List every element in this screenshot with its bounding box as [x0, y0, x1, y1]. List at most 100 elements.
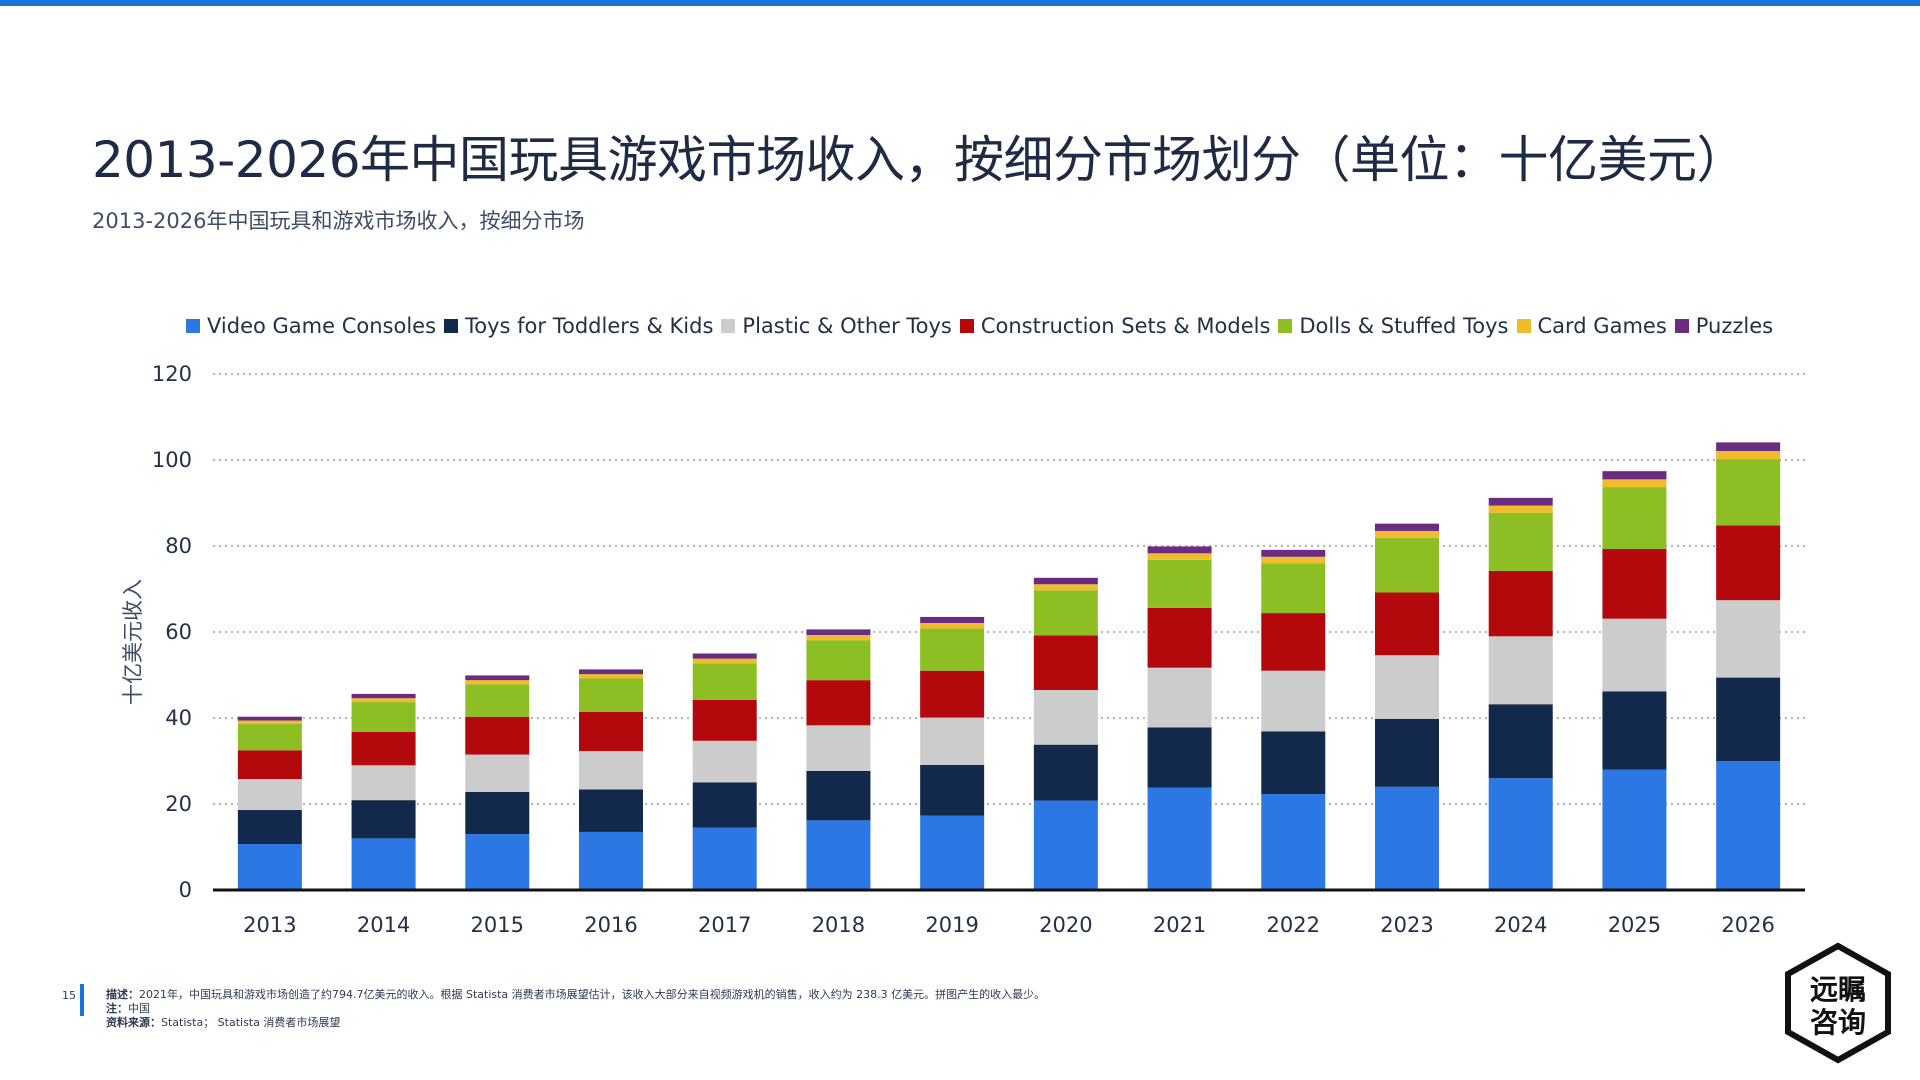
legend-entry: Plastic & Other Toys: [721, 314, 952, 338]
bar-segment: [465, 684, 530, 717]
bar-segment: [692, 699, 757, 741]
bar-segment: [1375, 523, 1439, 531]
bar-segment: [1716, 442, 1781, 451]
bar-segment: [579, 669, 643, 675]
bar-segment: [1261, 731, 1326, 795]
bar-segment: [1261, 556, 1326, 564]
bar-segment: [1033, 690, 1098, 745]
bar-segment: [351, 698, 416, 703]
bar-segment: [351, 693, 416, 699]
bar-segment: [1375, 592, 1439, 656]
bar-segment: [579, 678, 643, 712]
page-title: 2013-2026年中国玩具游戏市场收入，按细分市场划分（单位：十亿美元）: [92, 131, 1747, 189]
bar-segment: [579, 711, 643, 752]
bar-segment: [1147, 667, 1212, 728]
bar-segment: [920, 717, 985, 765]
x-tick-label: 2023: [1380, 913, 1433, 937]
y-tick-label: 40: [165, 706, 192, 730]
x-tick-label: 2016: [584, 913, 637, 937]
y-tick-label: 100: [152, 448, 192, 472]
bar-segment: [806, 820, 871, 890]
bar-segment: [1488, 704, 1553, 779]
x-tick-label: 2024: [1494, 913, 1547, 937]
x-tick-label: 2020: [1039, 913, 1092, 937]
legend-label: Dolls & Stuffed Toys: [1299, 314, 1509, 338]
x-tick-label: 2013: [243, 913, 296, 937]
logo-line2: 咨询: [1810, 1006, 1866, 1039]
legend-entry: Toys for Toddlers & Kids: [444, 314, 713, 338]
x-tick-label: 2015: [471, 913, 524, 937]
legend-label: Video Game Consoles: [207, 314, 437, 338]
bar-segment: [351, 765, 416, 801]
bar-segment: [692, 653, 757, 659]
bar-segment: [1375, 537, 1439, 593]
bar-segment: [1375, 530, 1439, 538]
bar-segment: [237, 720, 302, 725]
bar-segment: [920, 764, 985, 816]
bar-segment: [1033, 590, 1098, 636]
desc-label: 描述：: [106, 988, 139, 1001]
source-label: 资料来源：: [106, 1016, 161, 1029]
legend-label: Card Games: [1537, 314, 1667, 338]
bar-segment: [806, 635, 871, 641]
x-tick-label: 2022: [1267, 913, 1320, 937]
legend-swatch: [1674, 319, 1689, 333]
bar-segment: [1375, 718, 1439, 787]
bar-segment: [1147, 787, 1212, 890]
bar-segment: [806, 725, 871, 771]
bar-segment: [1488, 570, 1553, 637]
bar-segment: [237, 716, 302, 721]
x-tick-label: 2026: [1721, 913, 1774, 937]
bar-segment: [1488, 636, 1553, 705]
bar-segment: [579, 751, 643, 790]
bar-segment: [1261, 794, 1326, 890]
bar-segment: [1716, 761, 1781, 890]
y-tick-label: 120: [152, 362, 192, 386]
source-text: Statista； Statista 消费者市场展望: [161, 1016, 341, 1029]
bar-segment: [1033, 584, 1098, 591]
bar-segment: [1602, 618, 1667, 692]
x-tick-label: 2021: [1153, 913, 1206, 937]
legend-swatch: [1278, 319, 1293, 333]
bar-segment: [1602, 471, 1667, 480]
bar-segment: [1488, 778, 1553, 890]
note-label: 注：: [106, 1002, 128, 1015]
bar-segment: [1716, 677, 1781, 761]
legend-swatch: [186, 319, 200, 333]
bar-segment: [579, 674, 643, 679]
page-number-bar: [80, 984, 84, 1016]
bar-segment: [1375, 655, 1439, 719]
bar-segment: [1602, 691, 1667, 770]
bar-segment: [579, 831, 643, 890]
logo-line1: 远瞩: [1810, 973, 1866, 1006]
legend-swatch: [959, 319, 974, 333]
bar-segment: [465, 680, 530, 685]
bar-segment: [1716, 459, 1781, 526]
company-logo: 远瞩 咨询: [1785, 942, 1891, 1064]
bar-segment: [1488, 512, 1553, 571]
bar-segment: [1261, 563, 1326, 614]
bar-segment: [1033, 800, 1098, 890]
bar-segment: [692, 782, 757, 828]
bar-segment: [351, 702, 416, 732]
bar-segment: [692, 827, 757, 890]
note-text: 中国: [128, 1002, 150, 1015]
bar-segment: [237, 779, 302, 811]
x-tick-label: 2019: [925, 913, 978, 937]
bar-segment: [1033, 744, 1098, 801]
y-tick-label: 80: [165, 534, 192, 558]
bar-segment: [806, 640, 871, 681]
bar-segment: [806, 629, 871, 636]
legend-entry: Video Game Consoles: [186, 314, 436, 338]
bar-segment: [351, 731, 416, 766]
bar-segment: [1147, 727, 1212, 788]
bar-segment: [1261, 549, 1326, 557]
top-accent-bar: [0, 0, 1920, 6]
bar-segment: [1602, 487, 1667, 550]
bar-segment: [1261, 670, 1326, 732]
legend-entry: Dolls & Stuffed Toys: [1278, 314, 1509, 338]
bar-segment: [1602, 549, 1667, 619]
legend-entry: Puzzles: [1674, 314, 1773, 338]
bar-segment: [920, 670, 985, 718]
page-number: 15: [62, 989, 76, 1002]
